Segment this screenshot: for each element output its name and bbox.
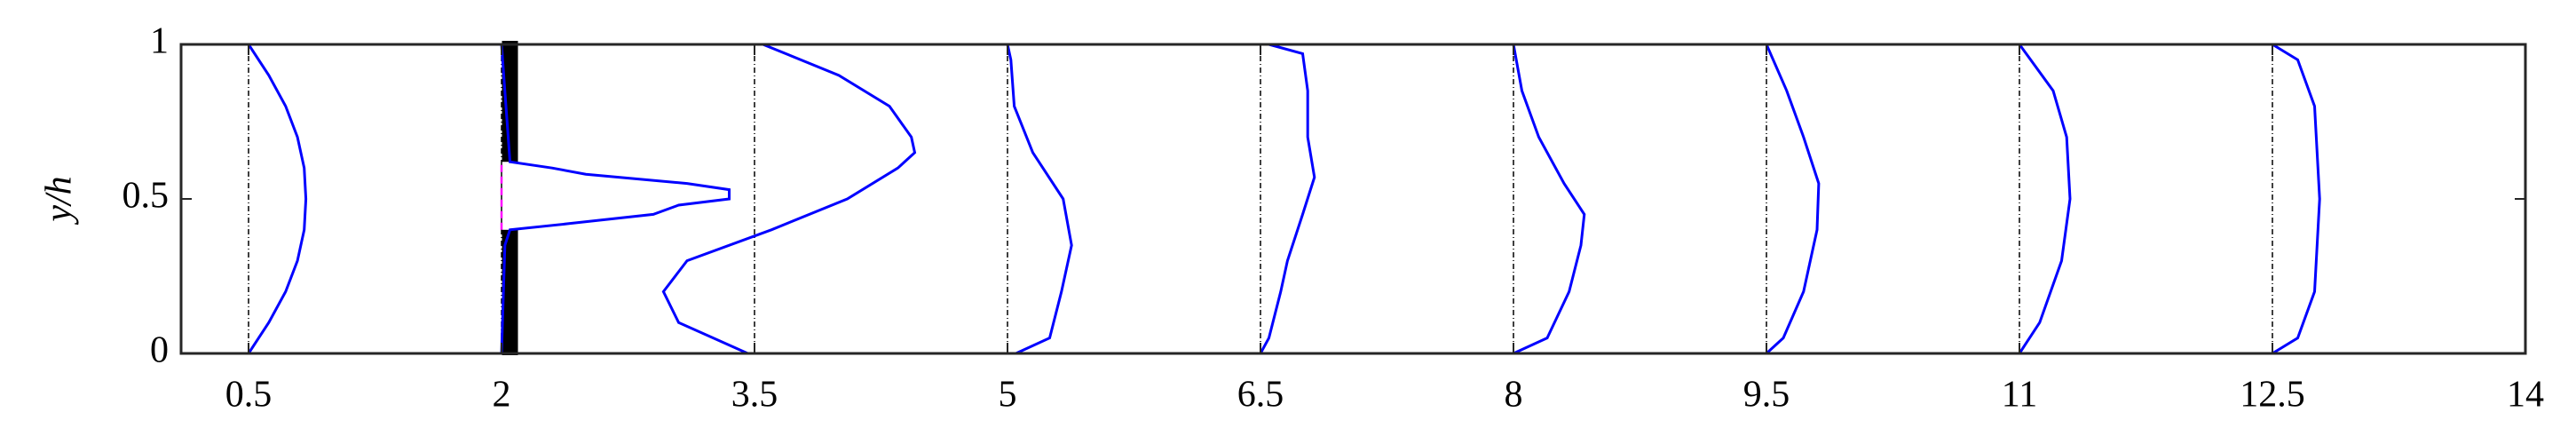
profile-line xyxy=(1512,44,1586,355)
obstacle xyxy=(502,41,518,163)
y-tick-label: 0.5 xyxy=(122,176,170,217)
x-tick-label: 0.5 xyxy=(225,375,273,416)
x-tick-label: 8 xyxy=(1505,375,1523,416)
x-tick-label: 11 xyxy=(2002,375,2037,416)
profile-line xyxy=(1259,43,1316,354)
x-tick-label: 6.5 xyxy=(1237,375,1284,416)
profile-line xyxy=(2272,43,2321,355)
x-tick-label: 12.5 xyxy=(2240,375,2305,416)
obstacle xyxy=(502,229,518,355)
x-tick-label: 9.5 xyxy=(1743,375,1790,416)
profile-line xyxy=(661,43,917,355)
y-axis-label: y/h xyxy=(39,176,80,225)
plot-frame xyxy=(179,43,2527,355)
profile-line xyxy=(2018,44,2072,354)
profile-line xyxy=(247,44,308,354)
x-tick-label: 2 xyxy=(493,375,511,416)
y-tick-label: 0 xyxy=(150,330,169,371)
y-tick-label: 1 xyxy=(150,21,169,62)
x-tick-label: 14 xyxy=(2507,375,2544,416)
profile-line xyxy=(1765,44,1821,355)
profile-line xyxy=(500,44,731,354)
x-tick-label: 3.5 xyxy=(731,375,778,416)
x-tick-label: 5 xyxy=(999,375,1017,416)
profile-line xyxy=(1006,44,1073,355)
